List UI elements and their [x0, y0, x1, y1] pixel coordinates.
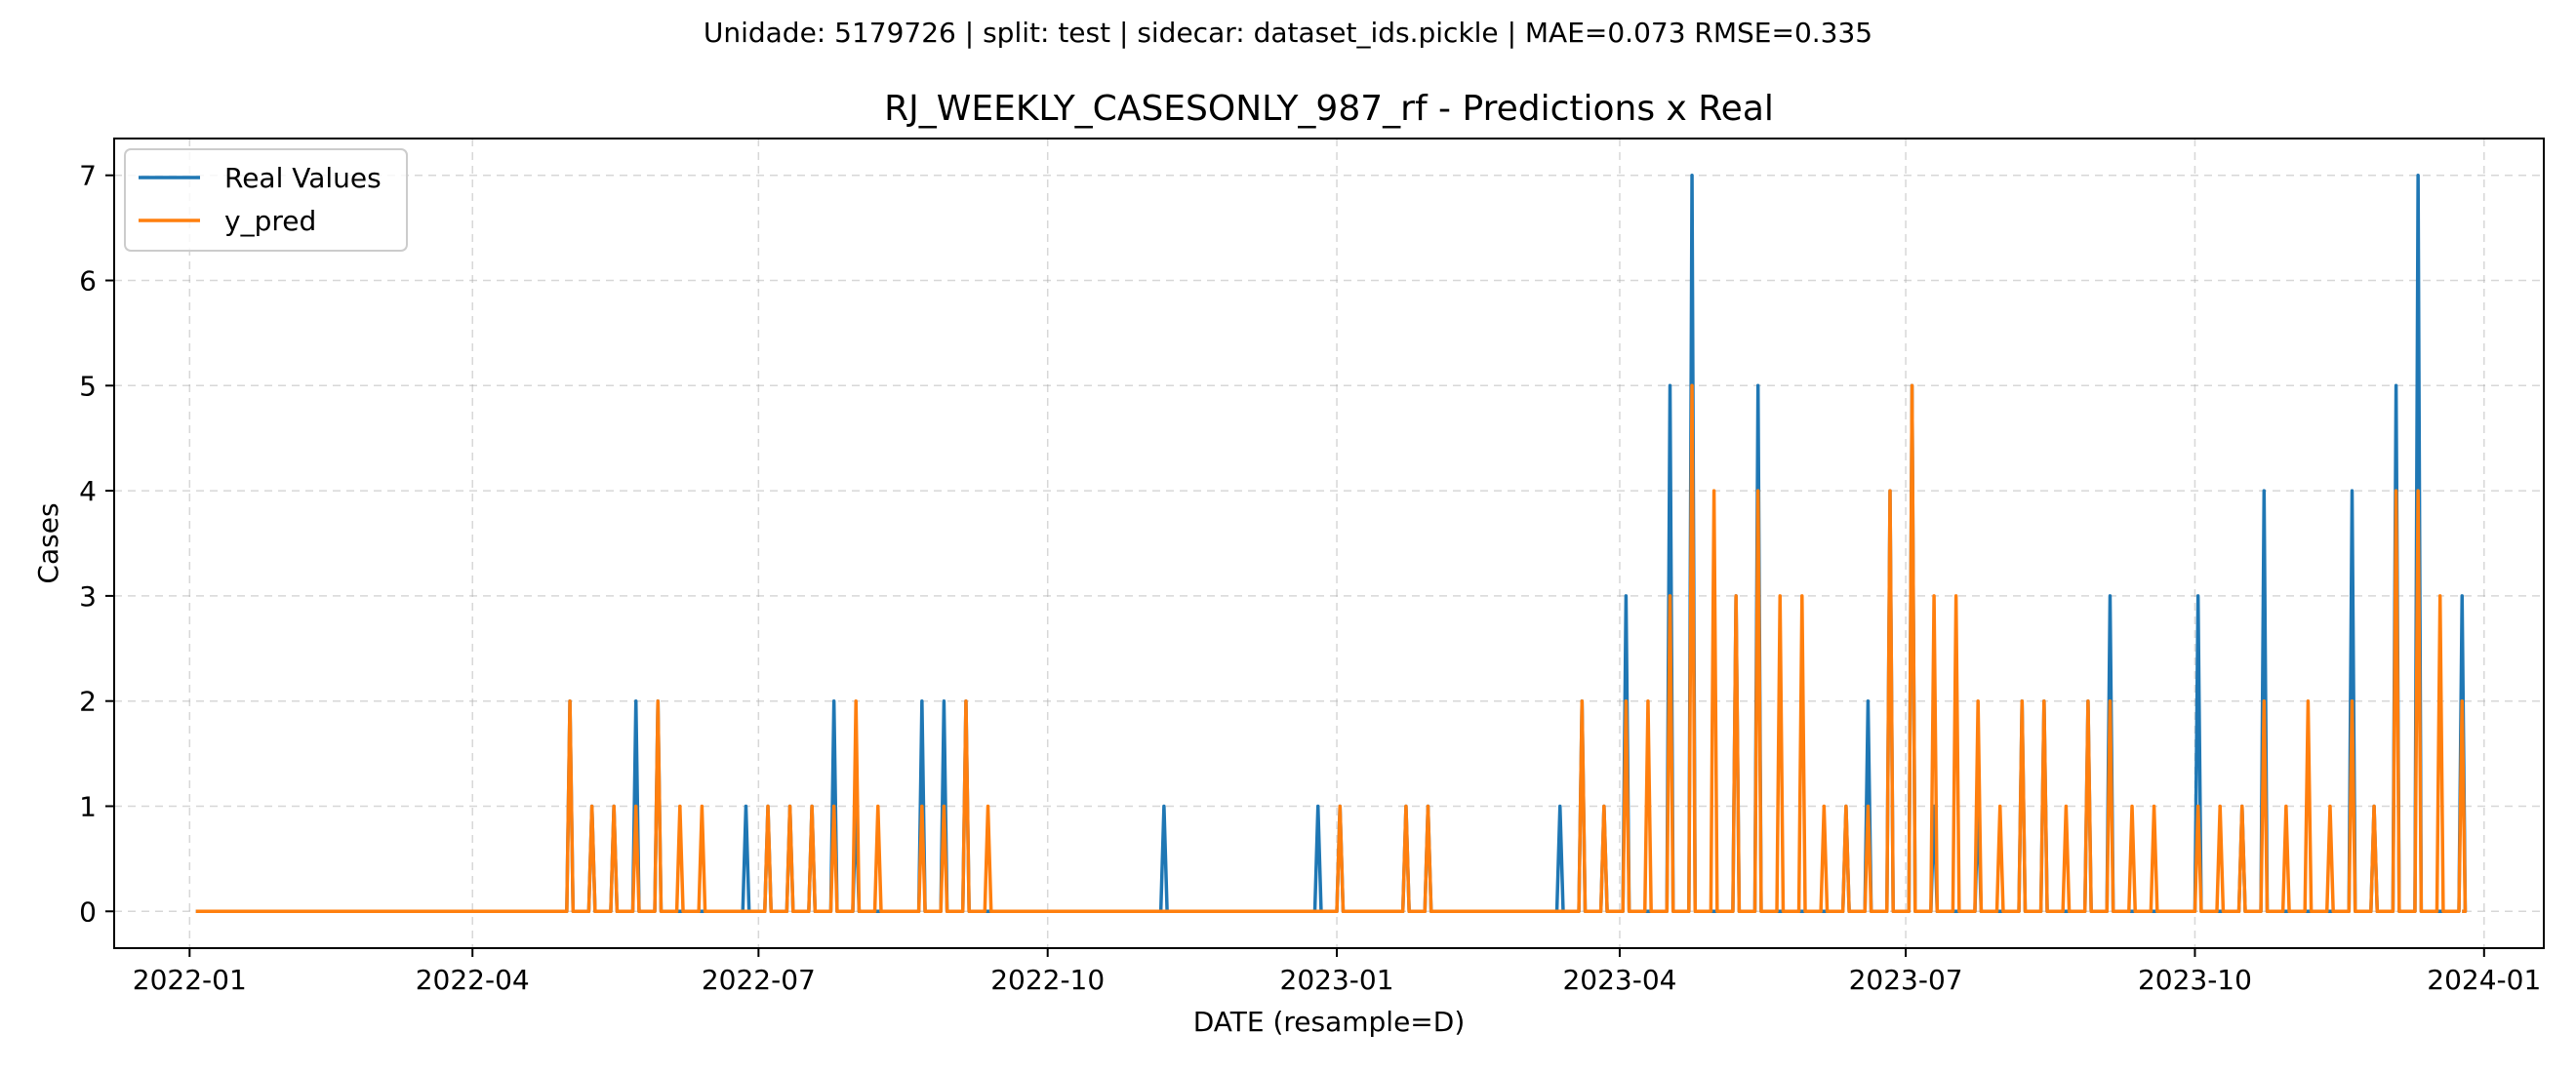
y-tick-label: 3 [79, 580, 97, 613]
x-tick-label: 2022-04 [416, 964, 530, 996]
chart-title: RJ_WEEKLY_CASESONLY_987_rf - Predictions… [884, 89, 1774, 129]
x-tick-label: 2022-10 [990, 964, 1105, 996]
y-axis: 0 1 2 3 4 5 6 7 [79, 160, 114, 928]
chart-suptitle: Unidade: 5179726 | split: test | sidecar… [704, 17, 1872, 49]
series-lines [195, 173, 2468, 914]
legend-label-y-pred: y_pred [224, 205, 316, 237]
series-line-real-values [195, 173, 2468, 914]
x-tick-label: 2022-01 [133, 964, 247, 996]
y-axis-label: Cases [32, 502, 64, 583]
y-tick-label: 7 [79, 160, 97, 192]
x-axis: 2022-01 2022-04 2022-07 2022-10 2023-01 2023-… [133, 948, 2541, 996]
plot-area-frame [113, 138, 2545, 949]
x-tick-label: 2023-01 [1280, 964, 1394, 996]
y-tick-label: 5 [79, 370, 97, 402]
x-tick-label: 2024-01 [2427, 964, 2541, 996]
y-tick-label: 2 [79, 686, 97, 718]
grid-lines [114, 139, 2544, 948]
legend-box [124, 148, 408, 252]
legend-label-real-values: Real Values [224, 162, 382, 194]
series-line-y-pred [195, 383, 2468, 914]
y-tick-label: 4 [79, 475, 97, 507]
y-tick-label: 0 [79, 895, 97, 928]
x-tick-label: 2023-07 [1849, 964, 1963, 996]
x-tick-label: 2022-07 [702, 964, 816, 996]
x-axis-label: DATE (resample=D) [1193, 1006, 1466, 1038]
y-tick-label: 6 [79, 265, 97, 298]
y-tick-label: 1 [79, 790, 97, 822]
x-tick-label: 2023-04 [1562, 964, 1676, 996]
x-tick-label: 2023-10 [2138, 964, 2252, 996]
legend: Real Values y_pred [124, 148, 408, 252]
